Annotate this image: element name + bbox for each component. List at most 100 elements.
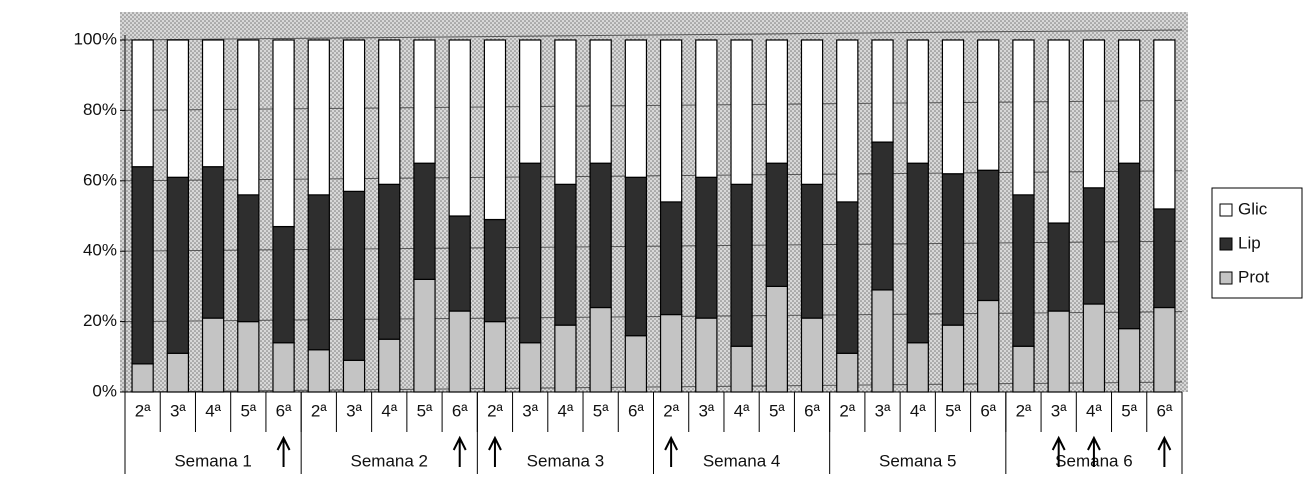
grid-line: [124, 170, 1183, 182]
x-tick-label: 6ª: [276, 401, 292, 420]
bar-segment: [448, 310, 471, 393]
bar-segment: [800, 183, 824, 319]
x-tick-label: 5ª: [945, 401, 961, 420]
bar-segment: [730, 183, 753, 347]
bar-segment: [836, 201, 859, 354]
bar-segment: [272, 225, 295, 344]
bar-segment: [483, 321, 507, 393]
bar-segment: [1047, 310, 1070, 393]
arrow: [276, 435, 291, 467]
x-tick-label: 2ª: [1016, 401, 1032, 420]
y-tick-label: 100%: [74, 29, 117, 48]
bar-segment: [237, 194, 260, 323]
arrow: [1051, 435, 1066, 467]
bar-segment: [237, 321, 260, 393]
bar-segment: [941, 324, 965, 393]
bar-segment: [906, 342, 929, 393]
x-tick-label: 3ª: [875, 401, 891, 420]
bar-segment: [1117, 39, 1141, 164]
x-tick-label: 3ª: [1051, 401, 1067, 420]
x-tick-label: 2ª: [135, 401, 151, 420]
bar-segment: [730, 39, 753, 185]
bar-segment: [307, 194, 330, 351]
bar-segment: [307, 39, 330, 196]
bar-segment: [201, 317, 225, 393]
bar-segment: [342, 190, 366, 361]
group-label: Semana 3: [527, 451, 605, 470]
bar-segment: [659, 201, 683, 316]
bar-segment: [695, 317, 718, 393]
bar-segment: [413, 39, 436, 164]
bar-segment: [413, 162, 436, 280]
x-tick-label: 6ª: [452, 401, 468, 420]
bar-segment: [695, 176, 718, 319]
bar-segment: [448, 215, 471, 312]
grid-line: [124, 240, 1183, 252]
bar-segment: [765, 39, 788, 164]
bar-segment: [519, 39, 542, 164]
bar-segment: [906, 39, 929, 164]
x-tick-label: 2ª: [311, 401, 327, 420]
x-tick-label: 6ª: [628, 401, 644, 420]
bar-segment: [871, 141, 894, 291]
bar-segment: [589, 306, 612, 393]
bar-segment: [519, 342, 542, 393]
bar-segment: [554, 183, 577, 326]
x-tick-label: 4ª: [910, 401, 926, 420]
x-tick-label: 4ª: [558, 401, 574, 420]
bar-segment: [1082, 303, 1106, 393]
x-tick-label: 3ª: [522, 401, 538, 420]
x-tick-label: 3ª: [698, 401, 714, 420]
legend-swatch: [1219, 271, 1233, 285]
bar-segment: [800, 39, 824, 185]
x-tick-label: 6ª: [804, 401, 820, 420]
bar-segment: [1082, 39, 1106, 189]
arrow: [488, 435, 502, 467]
grid-line: [124, 311, 1183, 323]
bar-segment: [624, 176, 648, 337]
y-tick-label: 20%: [83, 311, 117, 330]
bar-segment: [977, 39, 1000, 171]
bar-segment: [342, 39, 366, 192]
arrow: [452, 435, 467, 467]
y-tick-label: 40%: [83, 241, 117, 260]
bar-segment: [378, 183, 401, 340]
y-tick-label: 0%: [92, 381, 117, 400]
grid-line: [124, 99, 1183, 111]
x-tick-label: 5ª: [769, 401, 785, 420]
bar-segment: [131, 39, 154, 168]
bar-segment: [836, 352, 859, 393]
bar-segment: [695, 39, 718, 178]
bar-segment: [131, 166, 154, 365]
legend-label: Glic: [1238, 199, 1268, 218]
bar-segment: [977, 169, 1000, 302]
bar-segment: [800, 317, 824, 393]
bar-segment: [237, 39, 260, 196]
bar-segment: [1117, 328, 1141, 393]
bar-segment: [483, 39, 507, 221]
bar-segment: [624, 335, 648, 393]
x-tick-label: 6ª: [1157, 401, 1173, 420]
group-label: Semana 4: [703, 451, 781, 470]
bar-segment: [1082, 187, 1106, 305]
bar-segment: [589, 39, 612, 164]
group-label: Semana 1: [174, 451, 252, 470]
x-tick-label: 4ª: [381, 401, 397, 420]
bar-segment: [906, 162, 929, 344]
bar-segment: [1012, 39, 1035, 196]
x-tick-label: 5ª: [417, 401, 433, 420]
bar-segment: [1012, 345, 1035, 393]
bar-segment: [554, 324, 577, 393]
x-tick-label: 2ª: [487, 401, 503, 420]
bar-segment: [1153, 306, 1176, 393]
bar-segment: [659, 313, 683, 393]
bar-segment: [941, 39, 965, 175]
arrow: [664, 435, 679, 467]
x-tick-label: 2ª: [839, 401, 855, 420]
bar-segment: [730, 345, 753, 393]
bar-segment: [272, 342, 295, 393]
y-tick-label: 60%: [83, 170, 117, 189]
bar-segment: [871, 289, 894, 393]
bar-segment: [201, 166, 225, 319]
x-tick-label: 5ª: [593, 401, 609, 420]
